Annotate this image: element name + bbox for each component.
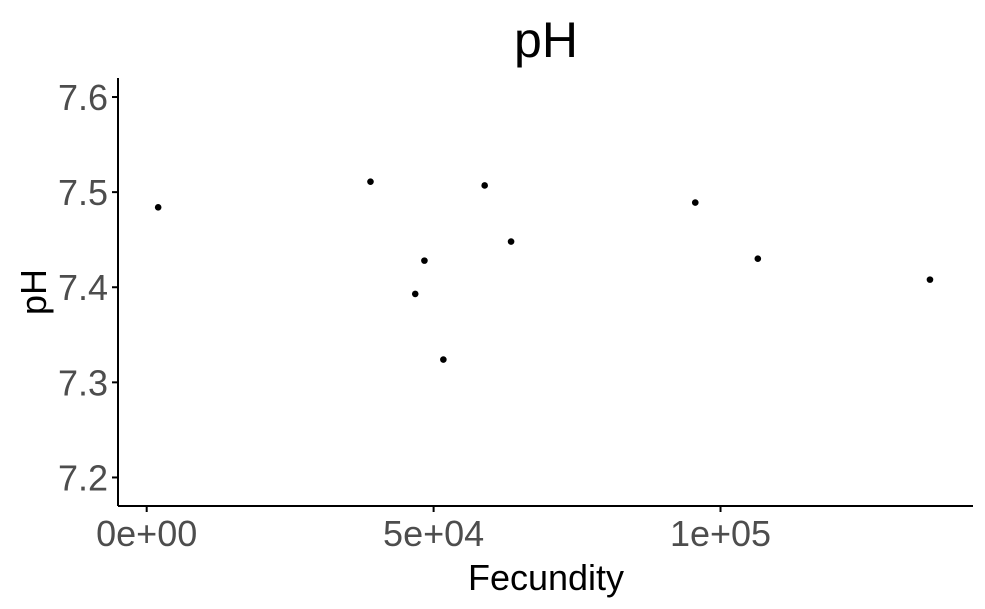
data-points bbox=[154, 178, 934, 363]
y-tick-label: 7.6 bbox=[58, 77, 108, 118]
x-tick-label: 1e+05 bbox=[670, 513, 771, 554]
data-point bbox=[411, 290, 419, 298]
data-point bbox=[507, 238, 515, 245]
y-axis-title: pH bbox=[13, 269, 54, 315]
y-tick-label: 7.2 bbox=[58, 457, 108, 498]
data-point bbox=[440, 356, 447, 363]
x-axis-title: Fecundity bbox=[468, 557, 624, 598]
y-tick-label: 7.4 bbox=[58, 267, 108, 308]
x-axis: 0e+00 5e+04 1e+05 bbox=[96, 505, 973, 554]
data-point bbox=[691, 199, 699, 206]
y-axis: 7.2 7.3 7.4 7.5 7.6 bbox=[58, 77, 119, 506]
x-tick-label: 0e+00 bbox=[96, 513, 197, 554]
chart-title: pH bbox=[514, 12, 578, 68]
data-point bbox=[754, 255, 762, 263]
y-tick-label: 7.5 bbox=[58, 172, 108, 213]
x-tick-label: 5e+04 bbox=[383, 513, 484, 554]
data-point bbox=[421, 257, 428, 264]
y-tick-label: 7.3 bbox=[58, 362, 108, 403]
data-point bbox=[154, 204, 162, 211]
data-point bbox=[481, 182, 488, 189]
data-point bbox=[926, 276, 934, 283]
data-point bbox=[367, 178, 374, 185]
